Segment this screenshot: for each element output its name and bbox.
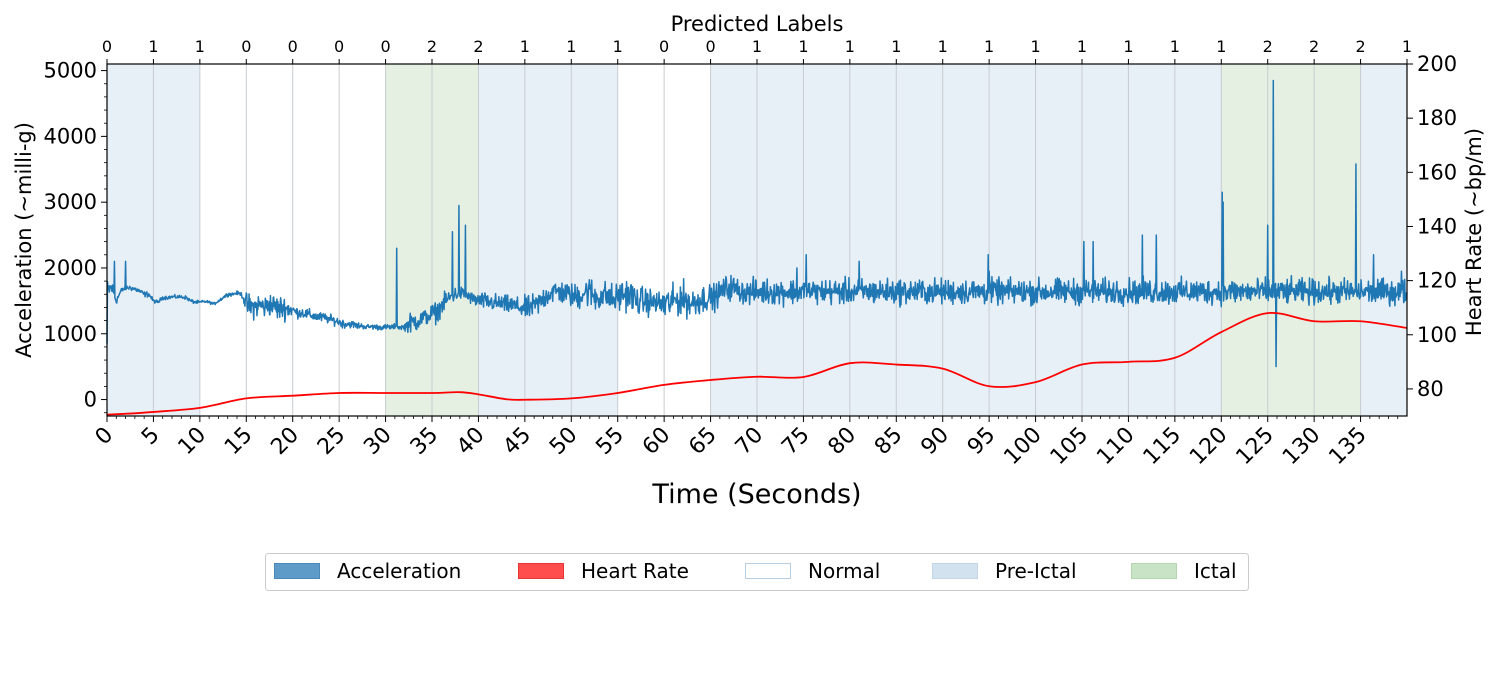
legend-swatch-heart-rate [518,563,564,579]
y-right-tick-label: 160 [1417,160,1457,184]
x-tick-label: 80 [824,423,861,460]
predicted-label: 1 [845,37,855,56]
x-tick-label: 105 [1046,423,1093,470]
y-left-tick-label: 3000 [44,190,97,214]
predicted-label: 1 [1123,37,1133,56]
x-tick-label: 75 [777,423,814,460]
x-axis-title: Time (Seconds) [651,479,861,510]
y-right-tick-label: 100 [1417,323,1457,347]
x-tick-label: 130 [1278,423,1325,470]
predicted-label: 1 [148,37,158,56]
x-tick-label: 90 [916,423,953,460]
x-tick-label: 40 [452,423,489,460]
acceleration-line [106,79,1408,368]
predicted-label: 1 [613,37,623,56]
label-bands [107,64,1407,416]
predicted-label: 1 [984,37,994,56]
x-tick-label: 120 [1185,423,1232,470]
predicted-label: 1 [1030,37,1040,56]
legend-label-pre-ictal: Pre-Ictal [995,559,1077,583]
band-pre-ictal [1360,64,1407,416]
x-tick-label: 110 [1092,423,1139,470]
predicted-label: 1 [752,37,762,56]
y-axis-right-title: Heart Rate (~bp/m) [1462,128,1486,336]
predicted-label: 0 [288,37,298,56]
x-tick-label: 95 [963,423,1000,460]
x-tick-label: 45 [499,423,536,460]
legend-swatch-normal [745,563,791,579]
x-tick-label: 15 [220,423,257,460]
predicted-label: 0 [102,37,112,56]
y-left-tick-label: 0 [84,388,97,412]
predicted-label: 1 [195,37,205,56]
predicted-label: 1 [1170,37,1180,56]
y-axis-left-title: Acceleration (~milli-g) [12,122,36,358]
predicted-label: 1 [938,37,948,56]
legend-swatch-pre-ictal [932,563,978,579]
x-tick-label: 50 [545,423,582,460]
heart-rate-series [106,311,1408,416]
x-tick-label: 60 [638,423,675,460]
x-tick-label: 135 [1324,423,1371,470]
y-right-tick-label: 180 [1417,106,1457,130]
x-tick-label: 35 [406,423,443,460]
top-axis-title: Predicted Labels [671,12,844,36]
legend-label-normal: Normal [808,559,880,583]
legend-label-acceleration: Acceleration [337,559,461,583]
y-left-tick-label: 4000 [44,124,97,148]
predicted-label: 1 [1077,37,1087,56]
x-tick-label: 115 [1139,423,1186,470]
predicted-label: 0 [659,37,669,56]
band-pre-ictal [478,64,618,416]
predicted-label: 1 [566,37,576,56]
x-tick-label: 100 [999,423,1046,470]
predicted-label: 1 [891,37,901,56]
y-right-tick-label: 80 [1417,377,1444,401]
legend-label-heart-rate: Heart Rate [581,559,689,583]
band-pre-ictal [710,64,1222,416]
predicted-label: 1 [1216,37,1226,56]
predicted-label: 1 [520,37,530,56]
heart-rate-line [106,311,1408,416]
x-tick-label: 55 [591,423,628,460]
legend-swatch-ictal [1131,563,1177,579]
y-right-tick-label: 200 [1417,52,1457,76]
x-tick-label: 5 [137,423,165,451]
predicted-label: 0 [334,37,344,56]
x-tick-label: 125 [1232,423,1279,470]
x-tick-label: 10 [174,423,211,460]
x-tick-label: 20 [266,423,303,460]
predicted-label: 2 [1309,37,1319,56]
legend-label-ictal: Ictal [1194,559,1237,583]
x-tick-label: 65 [684,423,721,460]
predicted-label: 1 [798,37,808,56]
band-ictal [1221,64,1361,416]
predicted-label: 1 [1402,37,1412,56]
predicted-label: 2 [473,37,483,56]
predicted-label: 0 [380,37,390,56]
y-left-tick-label: 2000 [44,256,97,280]
x-tick-label: 0 [91,423,119,451]
x-tick-label: 85 [870,423,907,460]
predicted-label: 0 [241,37,251,56]
y-right-tick-label: 120 [1417,269,1457,293]
x-tick-label: 30 [359,423,396,460]
legend-swatch-acceleration [274,563,320,579]
predicted-label: 2 [1263,37,1273,56]
y-left-tick-label: 5000 [44,59,97,83]
predicted-label: 2 [1355,37,1365,56]
legend: Acceleration Heart Rate Normal Pre-Ictal Ict… [265,553,1249,591]
predicted-label: 2 [427,37,437,56]
x-tick-label: 25 [313,423,350,460]
x-tick-label: 70 [731,423,768,460]
predicted-label: 0 [705,37,715,56]
acceleration-series [106,79,1408,368]
y-left-tick-label: 1000 [44,322,97,346]
y-right-tick-label: 140 [1417,214,1457,238]
